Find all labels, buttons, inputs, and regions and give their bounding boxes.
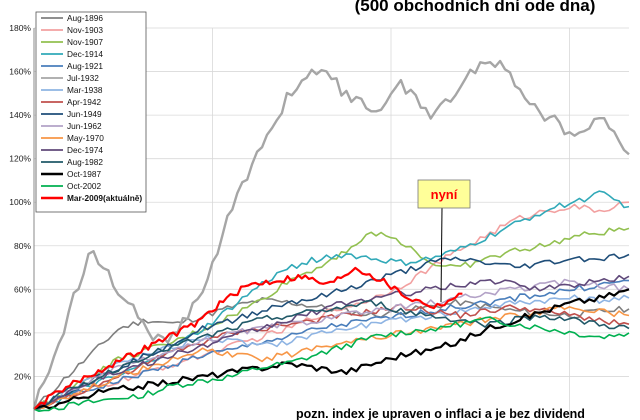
series-line-oct-1987	[33, 288, 630, 411]
y-tick-label: 120%	[9, 154, 31, 164]
legend-label: Aug-1921	[67, 61, 103, 71]
callout: nyní	[417, 179, 471, 303]
legend-label: Jul-1932	[67, 73, 99, 83]
legend-label: Dec-1914	[67, 49, 103, 59]
series-line-aug-1921	[33, 279, 630, 410]
y-tick-label: 160%	[9, 67, 31, 77]
series-line-may-1970	[33, 304, 630, 410]
y-tick-label: 20%	[14, 371, 31, 381]
legend-label: Dec-1974	[67, 145, 103, 155]
series-line-dec-1914	[33, 190, 630, 412]
callout-box	[417, 179, 471, 209]
series-line-mar-2009-aktu-ln-	[33, 266, 463, 410]
series-line-oct-2002	[33, 316, 630, 413]
series-line-jun-1949	[33, 253, 630, 410]
series-line-dec-1974	[33, 274, 630, 410]
chart-title: (500 obchodních dní ode dna)	[355, 0, 596, 15]
y-axis-ticks: 20% 40% 60% 80% 100% 120% 140% 160% 180%	[9, 23, 31, 381]
series-line-aug-1982	[33, 299, 630, 410]
legend-label: Nov-1907	[67, 37, 103, 47]
series-line-jul-1932	[32, 59, 630, 410]
legend-label: Mar-1938	[67, 85, 103, 95]
legend-label: Apr-1942	[67, 97, 102, 107]
y-tick-label: 100%	[9, 197, 31, 207]
y-tick-label: 140%	[9, 110, 31, 120]
legend-label: Oct-1987	[67, 169, 102, 179]
series-lines	[32, 59, 630, 413]
legend: Aug-1896 Nov-1903 Nov-1907 Dec-1914 Aug-1921…	[35, 11, 147, 213]
legend-label: Aug-1982	[67, 157, 103, 167]
callout-pointer	[440, 207, 443, 303]
y-tick-label: 180%	[9, 23, 31, 33]
legend-label: Jun-1949	[67, 109, 102, 119]
footnote: pozn. index je upraven o inflaci a je be…	[296, 407, 585, 420]
legend-box	[35, 11, 147, 213]
y-tick-label: 40%	[14, 328, 31, 338]
legend-label: Aug-1896	[67, 13, 103, 23]
legend-label: Jun-1962	[67, 121, 102, 131]
callout-label: nyní	[431, 187, 458, 202]
legend-label: Nov-1903	[67, 25, 103, 35]
y-tick-label: 80%	[14, 241, 31, 251]
series-line-apr-1942	[33, 303, 630, 410]
y-tick-label: 60%	[14, 284, 31, 294]
legend-label: Mar-2009(aktuálně)	[67, 193, 142, 203]
legend-label: May-1970	[67, 133, 104, 143]
legend-label: Oct-2002	[67, 181, 102, 191]
